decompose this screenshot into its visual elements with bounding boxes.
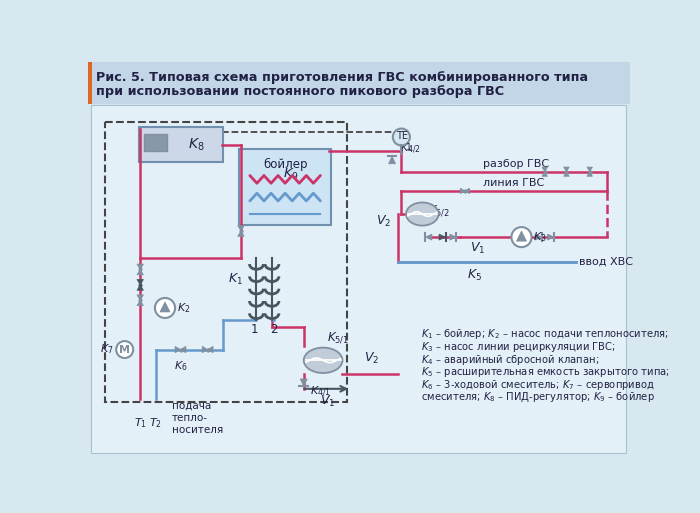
- Polygon shape: [160, 302, 170, 312]
- Polygon shape: [137, 300, 144, 306]
- Circle shape: [393, 129, 410, 146]
- Text: $K_{4/1}$: $K_{4/1}$: [310, 385, 331, 399]
- Text: ввод ХВС: ввод ХВС: [579, 257, 633, 267]
- Text: 2: 2: [270, 323, 277, 336]
- Text: 1: 1: [251, 323, 258, 336]
- Polygon shape: [300, 379, 307, 386]
- Polygon shape: [389, 156, 396, 164]
- Polygon shape: [564, 172, 569, 176]
- FancyBboxPatch shape: [92, 106, 626, 453]
- Text: $K_5$ – расширительная емкость закрытого типа;: $K_5$ – расширительная емкость закрытого…: [421, 365, 670, 379]
- Text: $T_1$: $T_1$: [134, 416, 147, 429]
- Polygon shape: [137, 264, 144, 269]
- Polygon shape: [517, 231, 526, 241]
- Text: $K_6$: $K_6$: [174, 359, 188, 372]
- FancyBboxPatch shape: [139, 127, 223, 163]
- Text: 1: 1: [406, 143, 412, 152]
- Ellipse shape: [304, 348, 342, 373]
- Polygon shape: [564, 167, 569, 172]
- Text: подача
тепло-
носителя: подача тепло- носителя: [172, 400, 223, 435]
- Polygon shape: [465, 188, 470, 194]
- Ellipse shape: [406, 203, 439, 226]
- Text: смесителя; $K_8$ – ПИД-регулятор; $K_9$ – бойлер: смесителя; $K_8$ – ПИД-регулятор; $K_9$ …: [421, 391, 654, 404]
- Circle shape: [116, 341, 133, 358]
- Text: линия ГВС: линия ГВС: [483, 178, 544, 188]
- Text: $K_{4/2}$: $K_{4/2}$: [400, 142, 421, 155]
- Polygon shape: [535, 234, 542, 240]
- Text: разбор ГВС: разбор ГВС: [483, 159, 549, 169]
- Polygon shape: [202, 346, 208, 353]
- Polygon shape: [137, 280, 144, 285]
- Text: $K_{5/2}$: $K_{5/2}$: [428, 204, 450, 219]
- Text: $K_{5/1}$: $K_{5/1}$: [327, 330, 349, 345]
- Text: при использовании постоянного пикового разбора ГВС: при использовании постоянного пикового р…: [96, 85, 504, 97]
- Text: $K_6$ – 3-ходовой смеситель; $K_7$ – сервопривод: $K_6$ – 3-ходовой смеситель; $K_7$ – сер…: [421, 378, 654, 392]
- Text: $K_3$: $K_3$: [533, 230, 547, 244]
- Polygon shape: [439, 234, 446, 240]
- Polygon shape: [542, 167, 547, 172]
- Text: $K_7$: $K_7$: [100, 343, 114, 357]
- Text: $V_2$: $V_2$: [376, 214, 391, 229]
- Text: $K_3$ – насос линии рециркуляции ГВС;: $K_3$ – насос линии рециркуляции ГВС;: [421, 340, 615, 354]
- Text: $K_2$: $K_2$: [176, 301, 190, 315]
- Polygon shape: [426, 234, 432, 240]
- Text: $V_2$: $V_2$: [364, 351, 379, 366]
- Polygon shape: [137, 295, 144, 300]
- Text: $V_1$: $V_1$: [470, 241, 485, 256]
- Polygon shape: [542, 172, 547, 176]
- Polygon shape: [450, 234, 456, 240]
- Circle shape: [512, 227, 531, 247]
- FancyBboxPatch shape: [88, 62, 630, 104]
- Text: $K_9$: $K_9$: [284, 167, 300, 182]
- Text: $K_4$ – аварийный сбросной клапан;: $K_4$ – аварийный сбросной клапан;: [421, 352, 599, 367]
- Polygon shape: [547, 234, 554, 240]
- Polygon shape: [181, 346, 186, 353]
- Polygon shape: [208, 346, 213, 353]
- Text: $K_1$ – бойлер; $K_2$ – насос подачи теплоносителя;: $K_1$ – бойлер; $K_2$ – насос подачи теп…: [421, 327, 668, 341]
- FancyBboxPatch shape: [239, 149, 331, 225]
- Polygon shape: [461, 188, 465, 194]
- Polygon shape: [137, 269, 144, 275]
- Text: $K_5$: $K_5$: [468, 268, 482, 283]
- Text: $T_2$: $T_2$: [149, 416, 162, 429]
- Circle shape: [155, 298, 175, 318]
- FancyBboxPatch shape: [144, 134, 167, 151]
- Polygon shape: [238, 231, 244, 236]
- Polygon shape: [238, 226, 244, 231]
- Text: бойлер: бойлер: [263, 157, 307, 170]
- Polygon shape: [587, 172, 592, 176]
- Polygon shape: [137, 285, 144, 290]
- Text: M: M: [119, 345, 130, 354]
- Text: $K_1$: $K_1$: [228, 272, 242, 287]
- Text: $V_1$: $V_1$: [320, 394, 335, 409]
- Text: $K_8$: $K_8$: [188, 136, 204, 153]
- Text: TE: TE: [396, 131, 408, 141]
- Text: Рис. 5. Типовая схема приготовления ГВС комбинированного типа: Рис. 5. Типовая схема приготовления ГВС …: [96, 71, 588, 84]
- FancyBboxPatch shape: [88, 62, 92, 104]
- Polygon shape: [587, 167, 592, 172]
- Polygon shape: [175, 346, 181, 353]
